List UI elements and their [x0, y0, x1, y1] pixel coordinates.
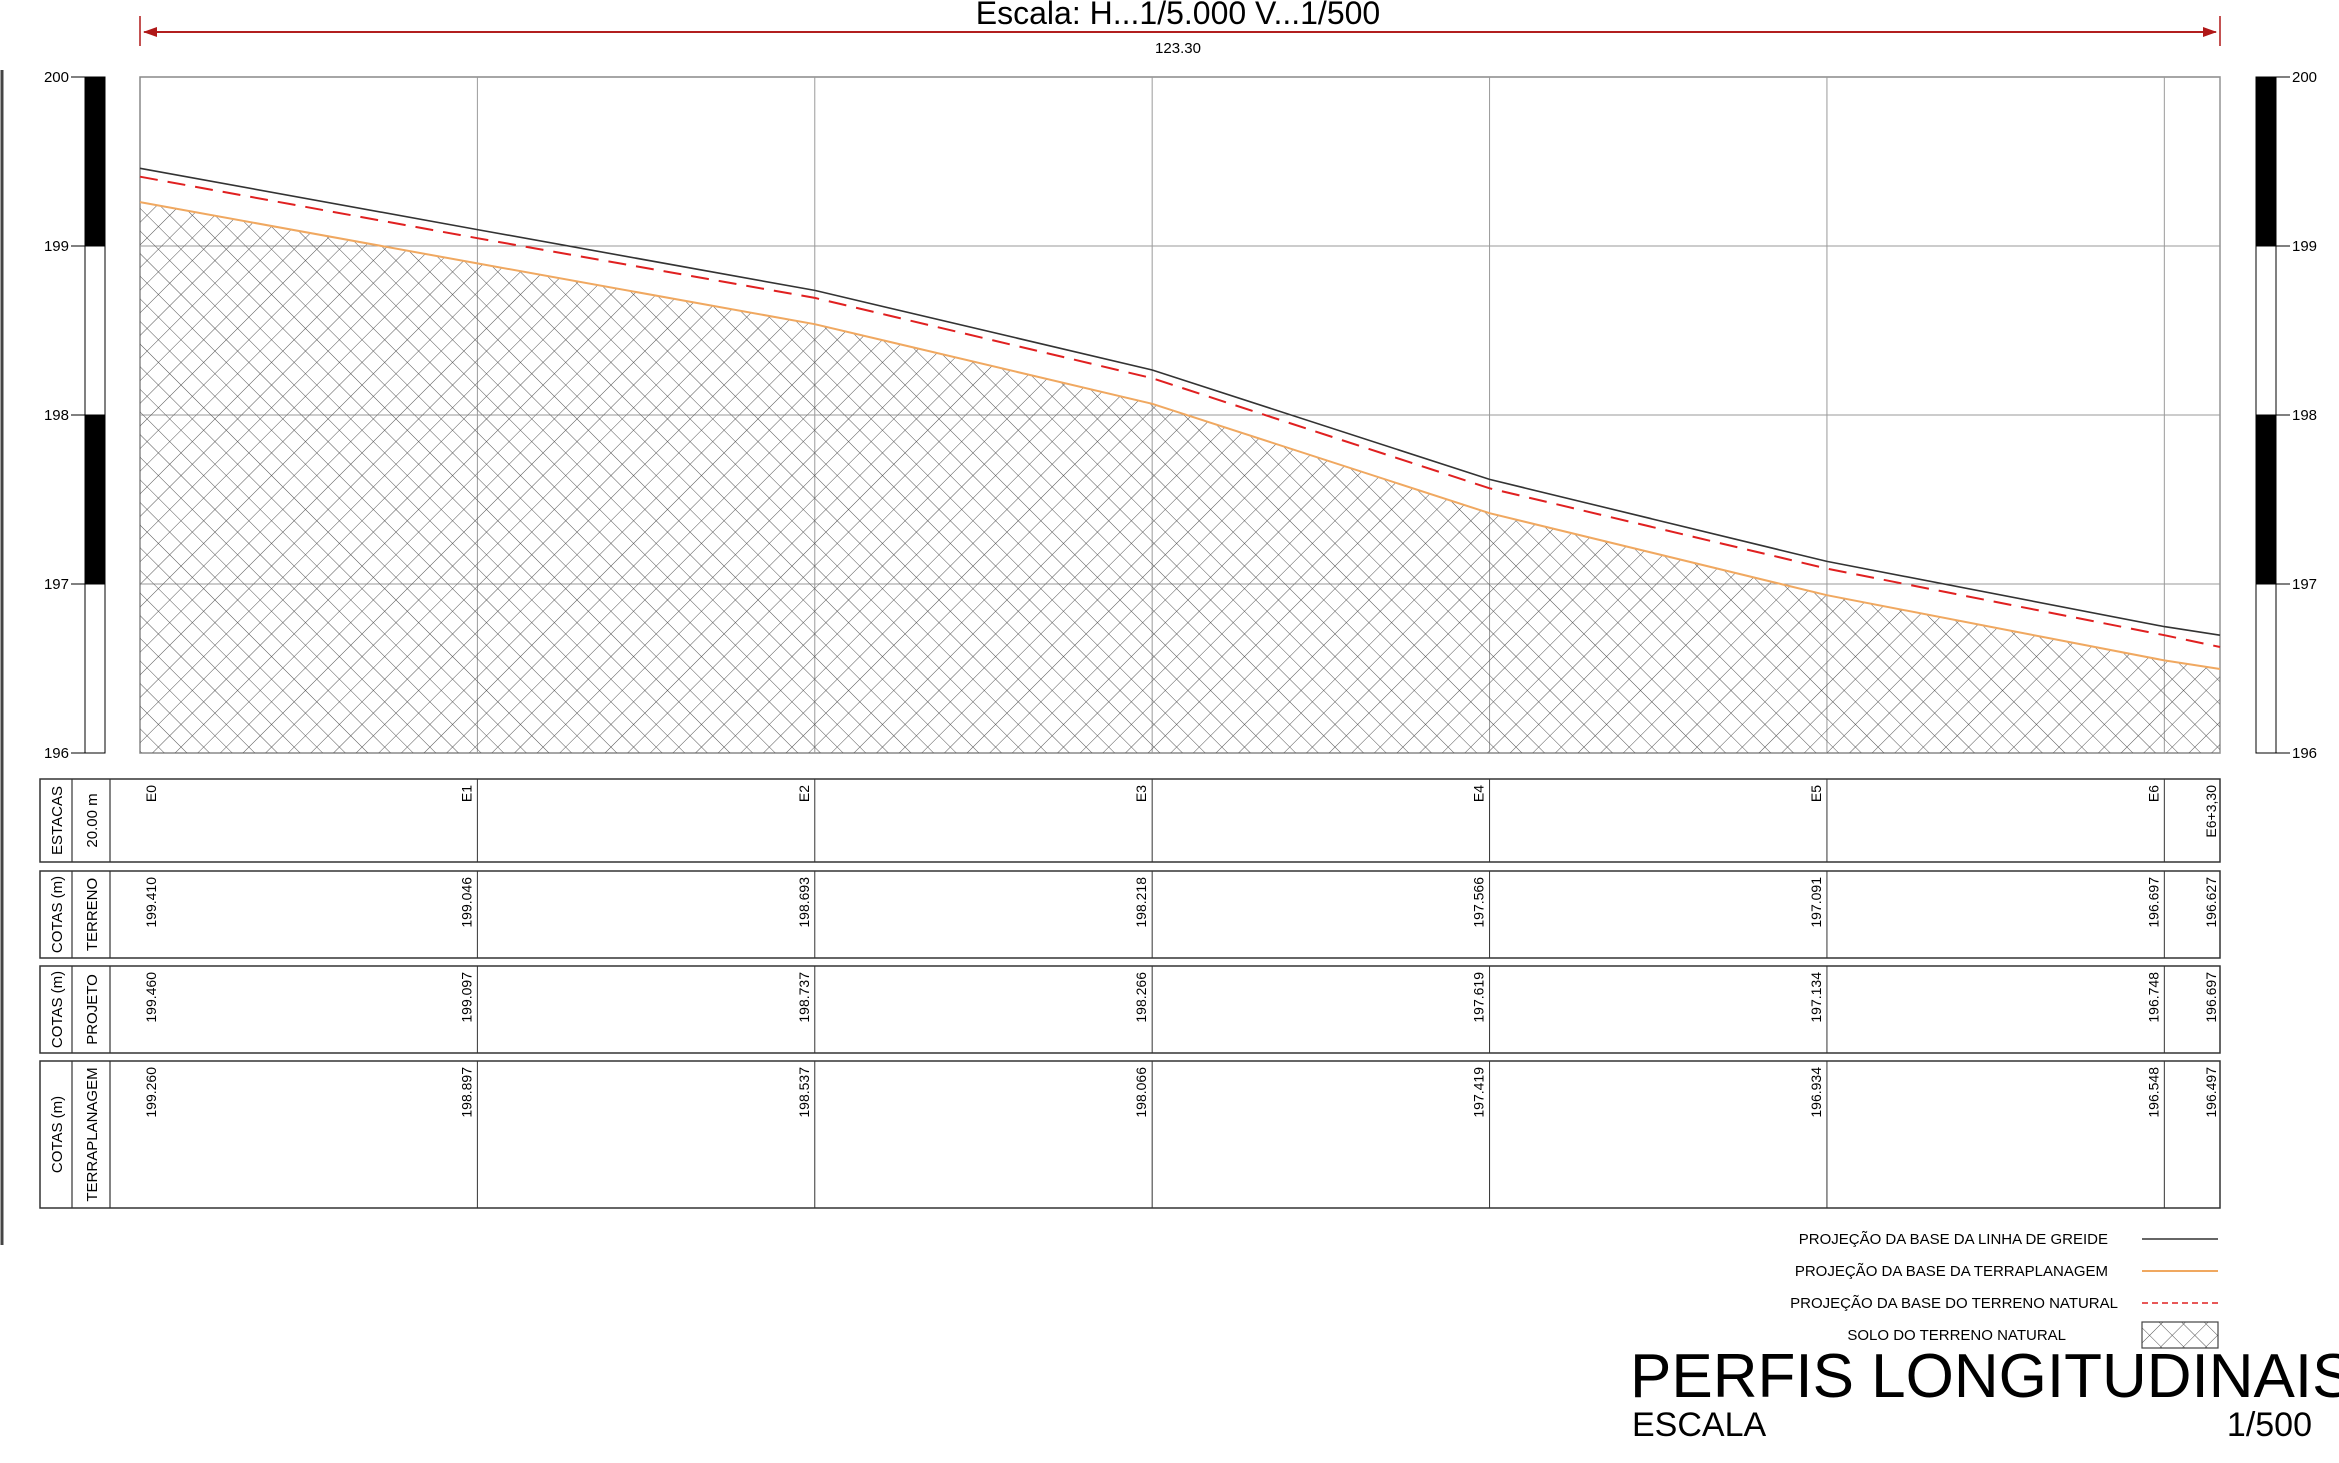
scale-bar-segment: [2255, 76, 2277, 247]
table-row-label: COTAS (m): [49, 1096, 66, 1173]
table-cell-value: 196.697: [2145, 877, 2161, 928]
greide-line: [139, 167, 2221, 636]
scale-tick-label: 198: [44, 407, 69, 424]
table-row-label: COTAS (m): [49, 876, 66, 953]
table-cell-value: 196.627: [2203, 877, 2219, 928]
table-cell-value: 198.897: [458, 1067, 474, 1118]
table-cell-value: 197.566: [1471, 877, 1487, 928]
table-row-sublabel: PROJETO: [84, 974, 101, 1045]
scale-bar-segment: [2255, 414, 2277, 585]
table-row-estacas: [39, 778, 2221, 863]
legend-label: SOLO DO TERRENO NATURAL: [1847, 1327, 2066, 1344]
table-cell-value: 199.260: [143, 1067, 159, 1118]
legend: PROJEÇÃO DA BASE DA LINHA DE GREIDE PROJE…: [1790, 1231, 2219, 1349]
table-row-sublabel: 20.00 m: [84, 793, 101, 847]
scale-tick-label: 200: [44, 69, 69, 86]
table-row-label: COTAS (m): [49, 971, 66, 1048]
scale-tick-label: 196: [2292, 745, 2317, 762]
table-cell-value: E2: [796, 785, 812, 802]
scale-title: Escala: H...1/5.000 V...1/500: [976, 0, 1380, 31]
table-row-sublabel: TERRAPLANAGEM: [84, 1067, 101, 1201]
scale-bar-segment: [2255, 245, 2277, 416]
legend-label: PROJEÇÃO DA BASE DA LINHA DE GREIDE: [1799, 1231, 2108, 1248]
table-cell-value: 197.134: [1808, 972, 1824, 1023]
total-length-label: 123.30: [1155, 40, 1201, 57]
table-cell-value: E5: [1808, 785, 1824, 802]
table-cell-value: E6: [2145, 785, 2161, 802]
scale-tick-label: 197: [2292, 576, 2317, 593]
table-cell-value: E1: [458, 785, 474, 802]
profile-data-table: ESTACAS 20.00 m E0 E1 E2 E3 E4 E5 E6 E6+3,30 COTAS…: [39, 778, 2221, 1209]
legend-label: PROJEÇÃO DA BASE DO TERRENO NATURAL: [1790, 1295, 2118, 1312]
table-cell-value: 198.066: [1133, 1067, 1149, 1118]
profile-chart: [139, 76, 2221, 754]
table-cell-value: 197.419: [1471, 1067, 1487, 1118]
elevation-scale-right: 200 199 198 197 196: [2255, 69, 2317, 762]
table-cell-value: E6+3,30: [2203, 785, 2219, 838]
table-cell-value: 199.046: [458, 877, 474, 928]
scale-tick-label: 199: [44, 238, 69, 255]
table-cell-value: 197.619: [1471, 972, 1487, 1023]
scale-bar-segment: [84, 245, 106, 416]
table-cell-value: 196.748: [2145, 972, 2161, 1023]
scale-tick-label: 200: [2292, 69, 2317, 86]
table-cell-value: E4: [1471, 785, 1487, 802]
drawing-title: PERFIS LONGITUDINAIS: [1630, 1342, 2339, 1411]
table-cell-value: 196.934: [1808, 1067, 1824, 1118]
table-cell-value: 198.218: [1133, 877, 1149, 928]
scale-value: 1/500: [2227, 1406, 2312, 1444]
scale-bar-segment: [2255, 583, 2277, 754]
table-cell-value: 198.266: [1133, 972, 1149, 1023]
table-cell-value: E0: [143, 785, 159, 802]
legend-swatch-soil: [2141, 1321, 2219, 1349]
table-cell-value: 196.497: [2203, 1067, 2219, 1118]
scale-tick-label: 197: [44, 576, 69, 593]
table-row-terraplanagem: [39, 1060, 2221, 1209]
elevation-scale-left: 200 199 198 197 196: [44, 69, 106, 762]
scale-label: ESCALA: [1632, 1406, 1766, 1444]
table-cell-value: 199.097: [458, 972, 474, 1023]
table-cell-value: 198.737: [796, 972, 812, 1023]
scale-tick-label: 199: [2292, 238, 2317, 255]
scale-bar-segment: [84, 414, 106, 585]
natural-soil-hatch: [140, 202, 2220, 754]
table-cell-value: 199.410: [143, 877, 159, 928]
table-cell-value: 198.693: [796, 877, 812, 928]
scale-tick-label: 196: [44, 745, 69, 762]
table-cell-value: 196.548: [2145, 1067, 2161, 1118]
table-cell-value: 197.091: [1808, 877, 1824, 928]
table-row-sublabel: TERRENO: [84, 878, 101, 951]
table-cell-value: 199.460: [143, 972, 159, 1023]
legend-label: PROJEÇÃO DA BASE DA TERRAPLANAGEM: [1795, 1263, 2108, 1280]
table-row-label: ESTACAS: [49, 786, 66, 855]
terraplanagem-line: [139, 201, 2221, 670]
scale-tick-label: 198: [2292, 407, 2317, 424]
scale-bar-segment: [84, 583, 106, 754]
table-cell-value: E3: [1133, 785, 1149, 802]
table-row-projeto: [39, 965, 2221, 1054]
terreno-natural-line: [139, 175, 2221, 648]
table-cell-value: 198.537: [796, 1067, 812, 1118]
table-row-terreno: [39, 870, 2221, 959]
table-cell-value: 196.697: [2203, 972, 2219, 1023]
scale-bar-segment: [84, 76, 106, 247]
